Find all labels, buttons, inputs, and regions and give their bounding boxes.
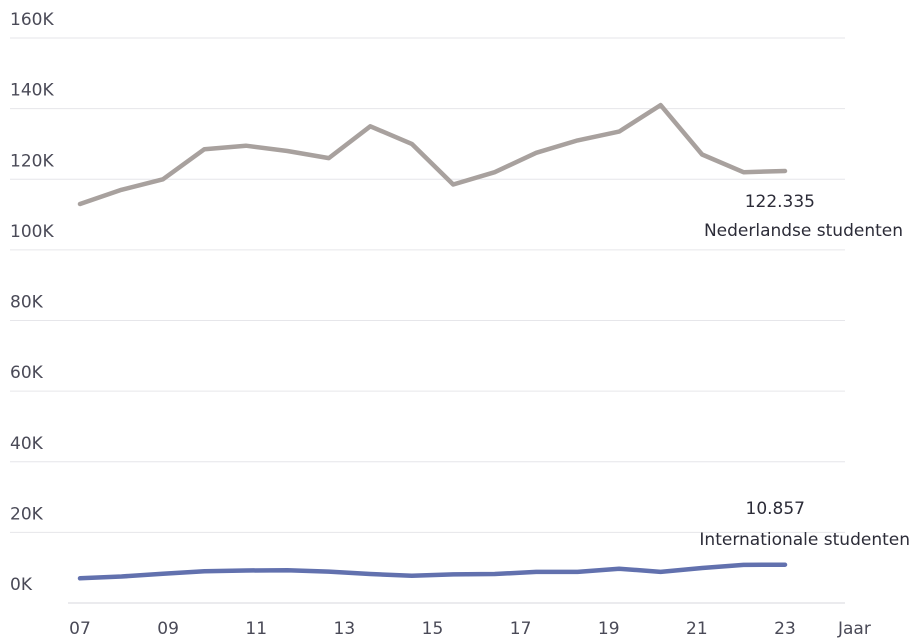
y-tick-label: 60K [10,363,44,383]
x-axis-ticks: 07 09 11 13 15 17 19 21 23 [69,619,796,639]
series-lines [77,102,788,581]
end-value-label: 10.857 [746,499,805,519]
x-tick-label: 23 [774,619,796,639]
end-value-label: 122.335 [745,192,815,212]
y-tick-label: 120K [10,151,54,171]
series-name-label: Nederlandse studenten [704,221,903,241]
x-tick-label: 13 [334,619,356,639]
x-tick-label: 15 [422,619,444,639]
x-tick-label: 21 [686,619,708,639]
y-tick-label: 140K [10,81,54,101]
y-tick-label: 160K [10,10,54,30]
y-tick-label: 100K [10,222,54,242]
x-tick-label: 19 [598,619,620,639]
y-tick-label: 80K [10,293,44,313]
x-tick-label: 07 [69,619,91,639]
y-axis-ticks: 0K 20K 40K 60K 80K 100K 120K 140K 160K [10,10,54,595]
series-line-internationale [77,562,788,581]
y-tick-label: 40K [10,434,44,454]
x-tick-label: 17 [510,619,532,639]
x-tick-label: 11 [245,619,267,639]
y-tick-label: 20K [10,504,44,524]
series-line-nederlandse [77,102,788,207]
y-tick-label: 0K [10,575,33,595]
end-annotations: 122.335 Nederlandse studenten 10.857 Intern… [699,192,910,550]
x-tick-label: 09 [157,619,179,639]
x-axis-label: Jaar [837,619,871,639]
gridlines [10,37,845,533]
series-name-label: Internationale studenten [699,530,910,550]
